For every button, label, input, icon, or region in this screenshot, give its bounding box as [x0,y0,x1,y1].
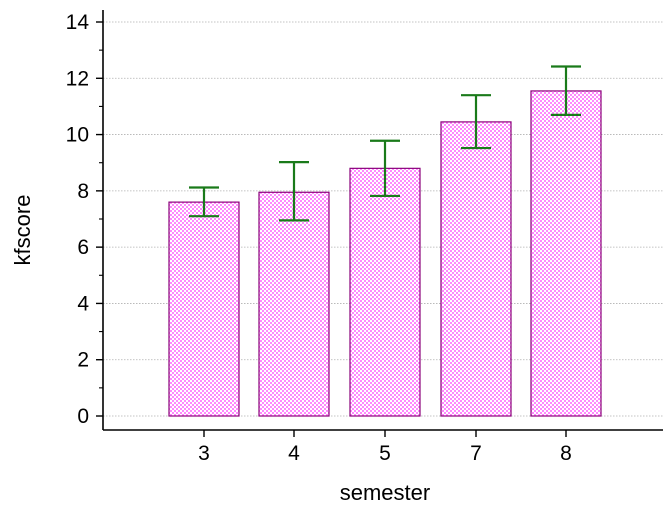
error-bar-3 [189,186,219,218]
bar-8 [530,90,602,417]
x-tick-label: 8 [560,442,572,465]
y-tick-label: 4 [77,292,89,315]
bar-4 [258,191,330,417]
x-tick-label: 7 [470,442,482,465]
y-axis-label: kfscore [10,195,35,266]
error-bar-8 [551,65,581,116]
y-tick-label: 10 [66,124,89,147]
y-tick-label: 2 [77,349,89,372]
bars [168,90,602,417]
x-tick-label: 5 [379,442,391,465]
y-tick-label: 8 [77,180,89,203]
bar-5 [349,167,421,417]
bar-7 [440,121,512,417]
y-tick-label: 0 [77,405,89,428]
tick-labels: 0 2 4 6 8 10 12 14 3 4 5 7 8 [66,11,572,465]
y-tick-label: 14 [66,11,90,34]
error-bars [189,65,581,222]
y-tick-label: 12 [66,67,89,90]
error-bar-7 [461,94,491,150]
error-bar-4 [279,161,309,222]
x-tick-label: 3 [198,442,210,465]
bar-3 [168,201,240,417]
x-axis-label: semester [340,480,430,505]
error-bar-5 [370,139,400,198]
axes [96,10,663,437]
y-tick-label: 6 [77,236,89,259]
x-tick-label: 4 [288,442,300,465]
